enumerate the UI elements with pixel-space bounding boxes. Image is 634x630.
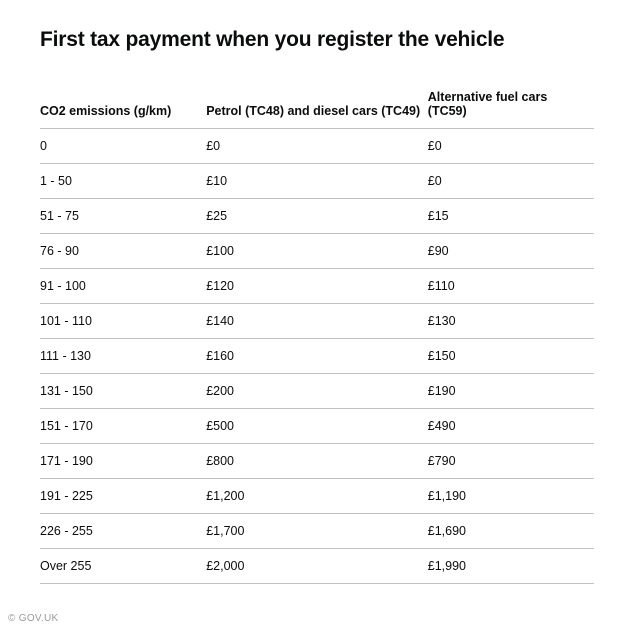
table-cell: £120 [206,269,428,304]
table-row: Over 255£2,000£1,990 [40,549,594,584]
tax-table: CO2 emissions (g/km) Petrol (TC48) and d… [40,80,594,584]
table-cell: £90 [428,234,594,269]
table-cell: £110 [428,269,594,304]
table-cell: 76 - 90 [40,234,206,269]
table-cell: £200 [206,374,428,409]
table-cell: £0 [428,129,594,164]
table-cell: 0 [40,129,206,164]
table-cell: £1,990 [428,549,594,584]
table-cell: 171 - 190 [40,444,206,479]
table-cell: 191 - 225 [40,479,206,514]
table-cell: £1,200 [206,479,428,514]
table-cell: £160 [206,339,428,374]
table-cell: £10 [206,164,428,199]
table-row: 91 - 100£120£110 [40,269,594,304]
table-cell: £800 [206,444,428,479]
table-cell: £25 [206,199,428,234]
table-cell: £490 [428,409,594,444]
table-cell: £1,690 [428,514,594,549]
table-row: 171 - 190£800£790 [40,444,594,479]
table-cell: 51 - 75 [40,199,206,234]
column-header: CO2 emissions (g/km) [40,80,206,129]
attribution: © GOV.UK [8,613,59,624]
column-header: Alternative fuel cars (TC59) [428,80,594,129]
column-header: Petrol (TC48) and diesel cars (TC49) [206,80,428,129]
table-cell: £1,190 [428,479,594,514]
table-cell: 151 - 170 [40,409,206,444]
table-row: 1 - 50£10£0 [40,164,594,199]
table-row: 51 - 75£25£15 [40,199,594,234]
table-cell: 101 - 110 [40,304,206,339]
table-cell: £790 [428,444,594,479]
page-title: First tax payment when you register the … [40,28,594,52]
table-cell: £1,700 [206,514,428,549]
table-row: 226 - 255£1,700£1,690 [40,514,594,549]
table-row: 101 - 110£140£130 [40,304,594,339]
table-row: 191 - 225£1,200£1,190 [40,479,594,514]
table-row: 0£0£0 [40,129,594,164]
table-row: 151 - 170£500£490 [40,409,594,444]
table-cell: £0 [206,129,428,164]
table-cell: £2,000 [206,549,428,584]
table-header-row: CO2 emissions (g/km) Petrol (TC48) and d… [40,80,594,129]
table-row: 76 - 90£100£90 [40,234,594,269]
table-cell: 131 - 150 [40,374,206,409]
table-cell: 226 - 255 [40,514,206,549]
table-row: 131 - 150£200£190 [40,374,594,409]
table-cell: 111 - 130 [40,339,206,374]
table-cell: 91 - 100 [40,269,206,304]
table-cell: Over 255 [40,549,206,584]
table-cell: £15 [428,199,594,234]
table-cell: £140 [206,304,428,339]
table-cell: £190 [428,374,594,409]
table-cell: £500 [206,409,428,444]
table-cell: 1 - 50 [40,164,206,199]
table-cell: £130 [428,304,594,339]
table-cell: £150 [428,339,594,374]
table-row: 111 - 130£160£150 [40,339,594,374]
table-cell: £0 [428,164,594,199]
table-cell: £100 [206,234,428,269]
